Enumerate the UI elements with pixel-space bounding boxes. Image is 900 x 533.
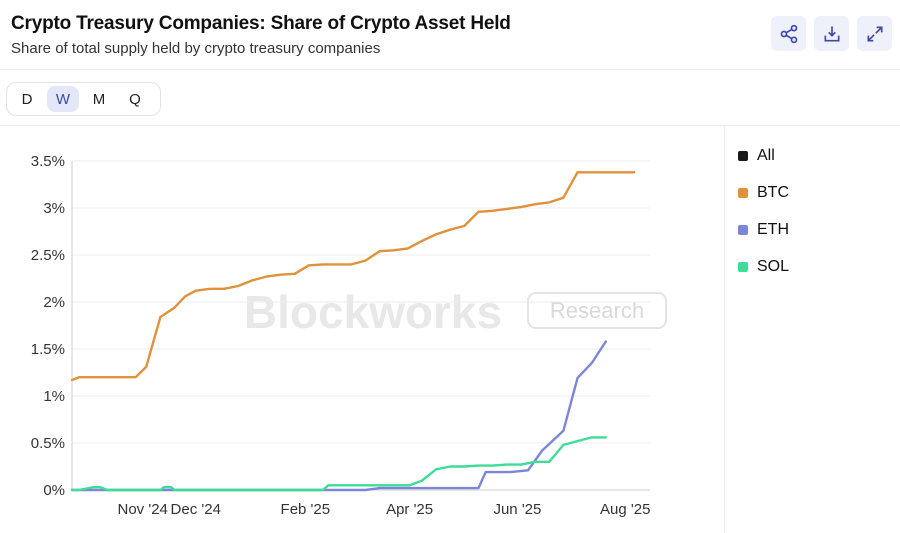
chart-header: Crypto Treasury Companies: Share of Cryp… [0,0,900,70]
legend-label-eth: ETH [757,220,789,238]
legend-label-sol: SOL [757,257,790,275]
chart-subtitle: Share of total supply held by crypto tre… [11,40,381,57]
legend-item-all[interactable]: All [738,137,789,174]
chart-legend: All BTC ETH SOL [738,137,789,285]
chart-title: Crypto Treasury Companies: Share of Cryp… [11,13,511,34]
legend-item-sol[interactable]: SOL [738,248,789,285]
share-icon [780,24,797,43]
legend-label-btc: BTC [757,183,789,201]
range-button-m[interactable]: M [92,90,106,108]
watermark-brand: Blockworks [244,286,502,338]
x-tick-label: Nov '24 [118,501,168,518]
y-tick-label: 0.5% [31,435,65,452]
y-tick-label: 2% [43,294,65,311]
expand-icon [867,26,882,41]
x-tick-label: Aug '25 [600,501,650,518]
download-button[interactable] [814,16,849,51]
y-tick-label: 2.5% [31,247,65,264]
legend-divider [724,125,725,533]
watermark-badge-frame [527,292,667,329]
y-tick-label: 1.5% [31,341,65,358]
y-tick-label: 1% [43,388,65,405]
legend-swatch-eth [738,224,748,235]
download-icon [824,26,839,41]
expand-button[interactable] [857,16,892,51]
series-line-btc [70,171,636,382]
y-tick-label: 0% [43,482,65,499]
legend-item-eth[interactable]: ETH [738,211,789,248]
y-tick-label: 3.5% [31,153,65,170]
legend-swatch-all [738,150,748,161]
legend-label-all: All [757,146,775,164]
range-button-d[interactable]: D [21,90,33,108]
chart-actions [771,16,892,51]
legend-swatch-sol [738,261,748,272]
series-line-sol [70,436,607,492]
x-tick-label: Jun '25 [493,501,541,518]
share-button[interactable] [771,16,806,51]
range-button-q[interactable]: Q [129,90,141,108]
line-chart: Blockworks Research 0% 0.5% 1% 1.5% 2% 2.5% 3%… [31,153,667,518]
watermark: Blockworks Research [244,286,667,338]
time-range-selector: D W M Q [6,82,161,116]
x-tick-label: Apr '25 [386,501,433,518]
range-button-w[interactable]: W [47,86,79,112]
series-line-eth [70,340,607,492]
x-tick-label: Dec '24 [171,501,221,518]
legend-item-btc[interactable]: BTC [738,174,789,211]
y-tick-label: 3% [43,200,65,217]
x-tick-label: Feb '25 [281,501,331,518]
header-divider [0,125,900,126]
legend-swatch-btc [738,187,748,198]
